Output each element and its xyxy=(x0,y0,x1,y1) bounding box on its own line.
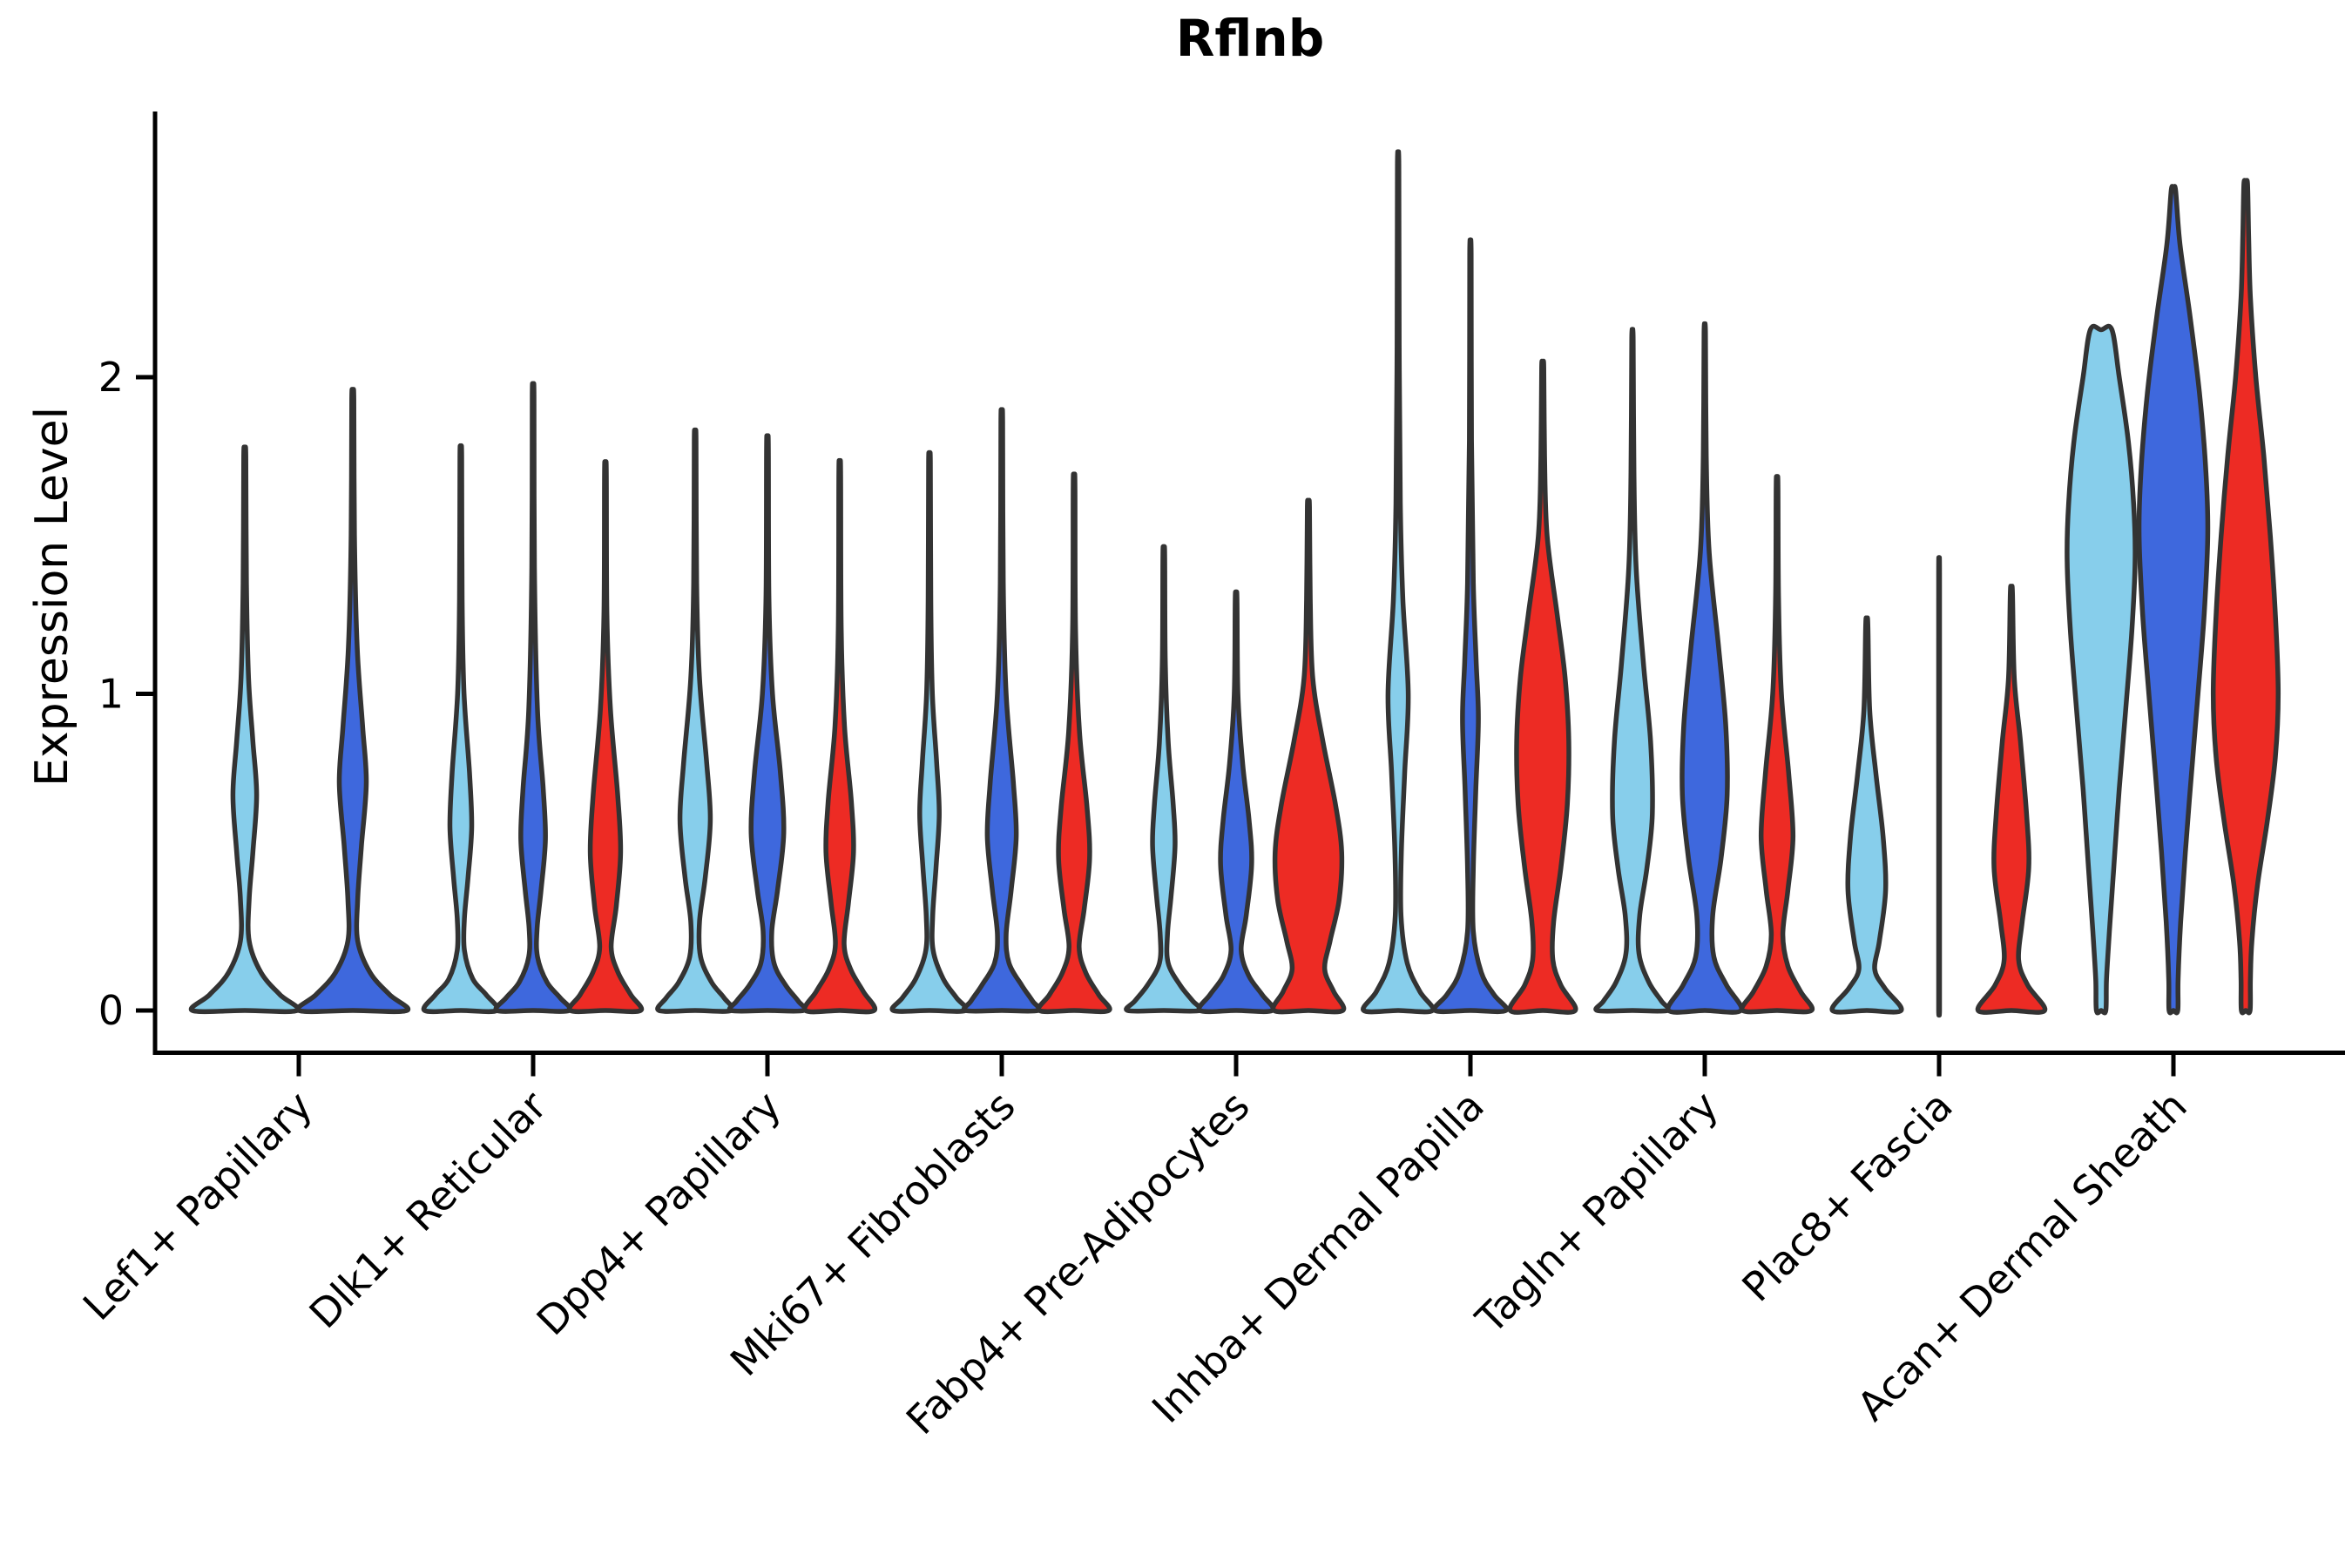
violin-4-lightblue xyxy=(889,449,970,1014)
x-tick-label: Dpp4+ Papillary xyxy=(528,1082,790,1344)
violin-5-blue xyxy=(1196,589,1276,1015)
violin-5-red xyxy=(1270,497,1347,1015)
y-tick-label: 1 xyxy=(98,671,124,718)
violin-4-red xyxy=(1036,471,1112,1015)
violin-1-lightblue xyxy=(188,444,301,1015)
violin-9-blue xyxy=(2136,184,2211,1016)
violin-6-red xyxy=(1507,358,1578,1015)
violin-3-red xyxy=(801,458,878,1015)
violin-7-lightblue xyxy=(1593,327,1672,1014)
violin-2-red xyxy=(566,459,645,1015)
violin-1-blue xyxy=(294,387,411,1015)
violin-2-blue xyxy=(493,381,573,1014)
chart-title: Rflnb xyxy=(1175,9,1325,68)
x-tick-label: Tagln+ Papillary xyxy=(1466,1082,1727,1343)
y-tick-label: 2 xyxy=(98,354,124,401)
violin-7-blue xyxy=(1666,321,1744,1015)
x-tick-label: Lef1+ Papillary xyxy=(74,1082,321,1329)
violin-8-lightblue xyxy=(1829,615,1904,1015)
violin-2-lightblue xyxy=(421,443,501,1015)
violin-9-red xyxy=(2210,178,2281,1016)
violin-8-blue xyxy=(1936,555,1943,1018)
violin-3-lightblue xyxy=(655,427,735,1014)
violin-5-lightblue xyxy=(1124,544,1204,1014)
violin-7-red xyxy=(1739,474,1815,1015)
x-tick-label: Dlk1+ Reticular xyxy=(301,1082,556,1337)
violin-4-blue xyxy=(961,407,1043,1014)
violin-6-blue xyxy=(1431,237,1510,1015)
y-tick-label: 0 xyxy=(98,987,124,1034)
violin-8-red xyxy=(1975,584,2048,1015)
violin-9-lightblue xyxy=(2065,323,2138,1016)
violin-3-blue xyxy=(727,433,808,1014)
violin-6-lightblue xyxy=(1361,149,1436,1015)
x-tick-label: Plac8+ Fascia xyxy=(1733,1082,1961,1310)
